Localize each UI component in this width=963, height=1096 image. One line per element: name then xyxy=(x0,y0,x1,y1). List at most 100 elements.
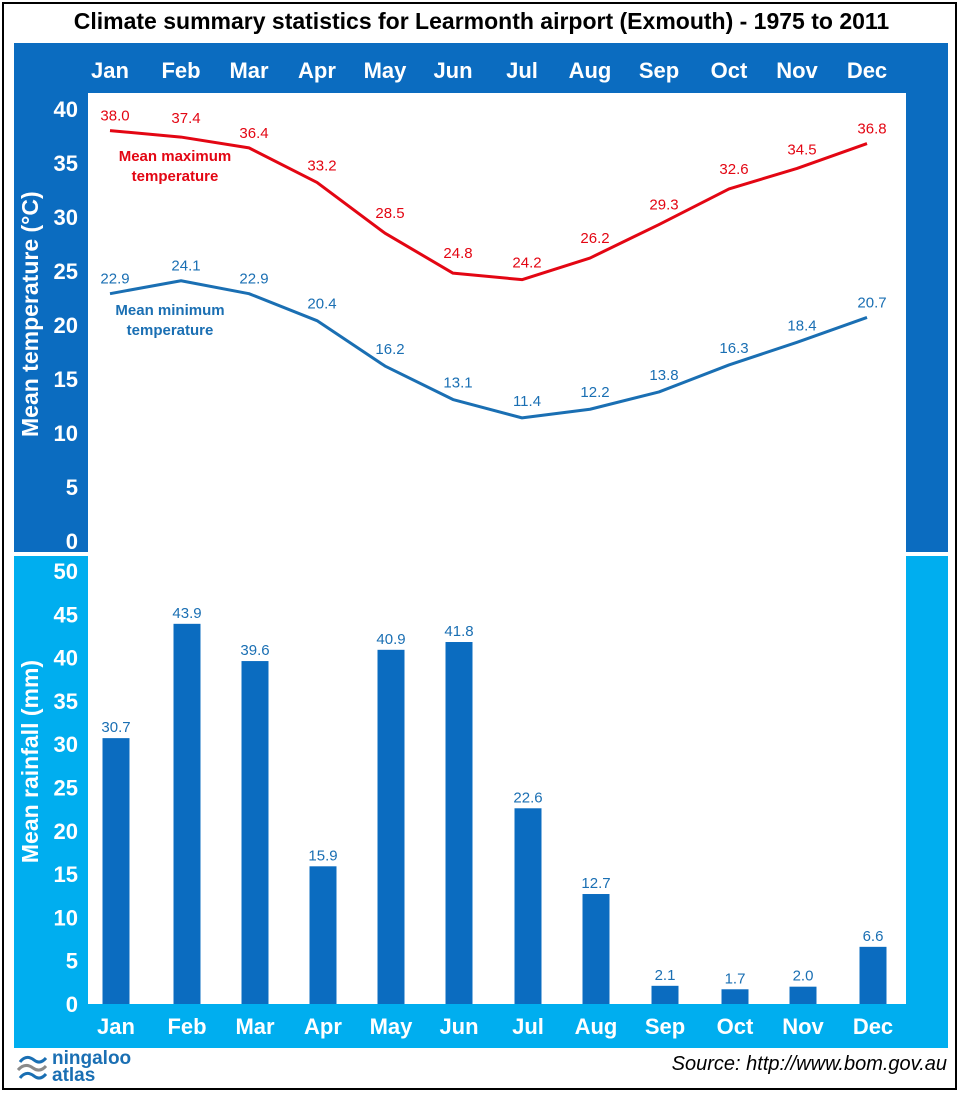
y-tick-label-bottom: 35 xyxy=(54,689,78,714)
bar-value-label: 2.1 xyxy=(655,967,676,984)
data-label: 28.5 xyxy=(375,205,404,222)
y-tick-label-top: 10 xyxy=(54,421,78,446)
data-label: 34.5 xyxy=(787,141,816,158)
x-tick-label-bottom: Jul xyxy=(512,1014,544,1039)
bar-value-label: 40.9 xyxy=(376,631,405,648)
data-label: 20.4 xyxy=(307,296,336,313)
data-label: 24.1 xyxy=(171,258,200,275)
x-tick-label-top: Dec xyxy=(847,58,887,83)
rainfall-bar xyxy=(309,866,337,1004)
y-tick-label-bottom: 0 xyxy=(66,992,78,1017)
rainfall-bar xyxy=(721,989,749,1004)
x-tick-label-top: Sep xyxy=(639,58,679,83)
data-label: 22.9 xyxy=(239,271,268,288)
y-tick-label-top: 15 xyxy=(54,367,78,392)
y-axis-label-bottom: Mean rainfall (mm) xyxy=(17,660,43,863)
y-tick-label-bottom: 20 xyxy=(54,819,78,844)
x-tick-label-top: Mar xyxy=(229,58,269,83)
series-line xyxy=(109,129,868,282)
series-line xyxy=(109,279,868,420)
y-tick-label-top: 0 xyxy=(66,529,78,554)
rainfall-bar xyxy=(241,661,269,1004)
bar-value-label: 1.7 xyxy=(725,970,746,987)
data-label: 26.2 xyxy=(580,230,609,247)
rainfall-bar xyxy=(582,894,610,1004)
x-tick-label-bottom: Mar xyxy=(235,1014,275,1039)
x-tick-label-bottom: Oct xyxy=(717,1014,754,1039)
x-tick-label-bottom: Aug xyxy=(575,1014,618,1039)
x-tick-label-bottom: Feb xyxy=(167,1014,206,1039)
rainfall-plot-area xyxy=(88,556,906,1004)
y-tick-label-bottom: 10 xyxy=(54,905,78,930)
rainfall-bar xyxy=(377,649,405,1004)
y-tick-label-bottom: 45 xyxy=(54,602,78,627)
rainfall-bar xyxy=(651,985,679,1004)
x-tick-label-bottom: Sep xyxy=(645,1014,685,1039)
data-label: 16.2 xyxy=(375,341,404,358)
rainfall-bar xyxy=(789,986,817,1004)
x-tick-label-top: Jul xyxy=(506,58,538,83)
x-tick-label-bottom: Apr xyxy=(304,1014,342,1039)
bar-value-label: 41.8 xyxy=(444,623,473,640)
y-axis-label-top: Mean temperature (°C) xyxy=(17,191,43,437)
y-tick-label-top: 40 xyxy=(54,97,78,122)
x-tick-label-top: Jun xyxy=(433,58,472,83)
x-tick-label-top: Feb xyxy=(161,58,200,83)
page-title: Climate summary statistics for Learmonth… xyxy=(73,8,890,34)
bar-value-label: 2.0 xyxy=(793,968,814,985)
y-tick-label-bottom: 5 xyxy=(66,949,78,974)
data-label: 22.9 xyxy=(100,271,129,288)
x-tick-label-bottom: Jan xyxy=(97,1014,135,1039)
y-tick-label-top: 5 xyxy=(66,475,78,500)
x-tick-label-bottom: Jun xyxy=(439,1014,478,1039)
rainfall-bar xyxy=(514,808,542,1004)
series-label: Mean minimum xyxy=(115,302,224,319)
data-label: 37.4 xyxy=(171,110,200,127)
bar-value-label: 6.6 xyxy=(863,928,884,945)
series-label: Mean maximum xyxy=(119,148,232,165)
bar-value-label: 12.7 xyxy=(581,875,610,892)
temperature-plot-area xyxy=(88,93,906,552)
series-label: temperature xyxy=(132,168,219,185)
y-tick-label-bottom: 40 xyxy=(54,646,78,671)
data-label: 18.4 xyxy=(787,317,816,334)
rainfall-bar xyxy=(173,623,201,1004)
y-tick-label-bottom: 25 xyxy=(54,776,78,801)
x-tick-label-top: Jan xyxy=(91,58,129,83)
rainfall-bar xyxy=(445,642,473,1004)
x-tick-label-bottom: May xyxy=(370,1014,414,1039)
x-tick-label-top: May xyxy=(364,58,408,83)
data-label: 32.6 xyxy=(719,161,748,178)
bar-value-label: 22.6 xyxy=(513,789,542,806)
data-label: 13.1 xyxy=(443,375,472,392)
data-label: 38.0 xyxy=(100,108,129,125)
x-tick-label-top: Oct xyxy=(711,58,748,83)
background-bands xyxy=(14,43,948,1048)
data-label: 16.3 xyxy=(719,340,748,357)
y-tick-label-top: 20 xyxy=(54,313,78,338)
x-tick-label-bottom: Dec xyxy=(853,1014,893,1039)
rainfall-chart: 0 5 10 15 20 25 30 35 40 45 50 Mean rainfall (mm) 30… xyxy=(17,559,893,1039)
y-tick-label-bottom: 15 xyxy=(54,862,78,887)
y-tick-label-top: 35 xyxy=(54,151,78,176)
y-tick-label-top: 25 xyxy=(54,259,78,284)
bar-value-label: 30.7 xyxy=(101,719,130,736)
temperature-chart: Jan Feb Mar Apr May Jun Jul Aug Sep Oct Nov Dec 0 5 10… xyxy=(17,58,887,554)
y-tick-label-bottom: 30 xyxy=(54,732,78,757)
x-tick-label-top: Apr xyxy=(298,58,336,83)
logo-text: ningaloo atlas xyxy=(52,1048,132,1086)
logo-line1: ningaloo xyxy=(52,1048,132,1069)
bar-value-label: 39.6 xyxy=(240,642,269,659)
y-tick-label-bottom: 50 xyxy=(54,559,78,584)
data-label: 12.2 xyxy=(580,384,609,401)
x-tick-label-top: Nov xyxy=(776,58,818,83)
data-label: 11.4 xyxy=(513,393,541,410)
y-tick-label-top: 30 xyxy=(54,205,78,230)
data-label: 20.7 xyxy=(857,294,886,311)
data-label: 36.8 xyxy=(857,121,886,138)
data-label: 33.2 xyxy=(307,157,336,174)
logo-line2: atlas xyxy=(52,1065,96,1086)
rainfall-bar xyxy=(859,946,887,1004)
